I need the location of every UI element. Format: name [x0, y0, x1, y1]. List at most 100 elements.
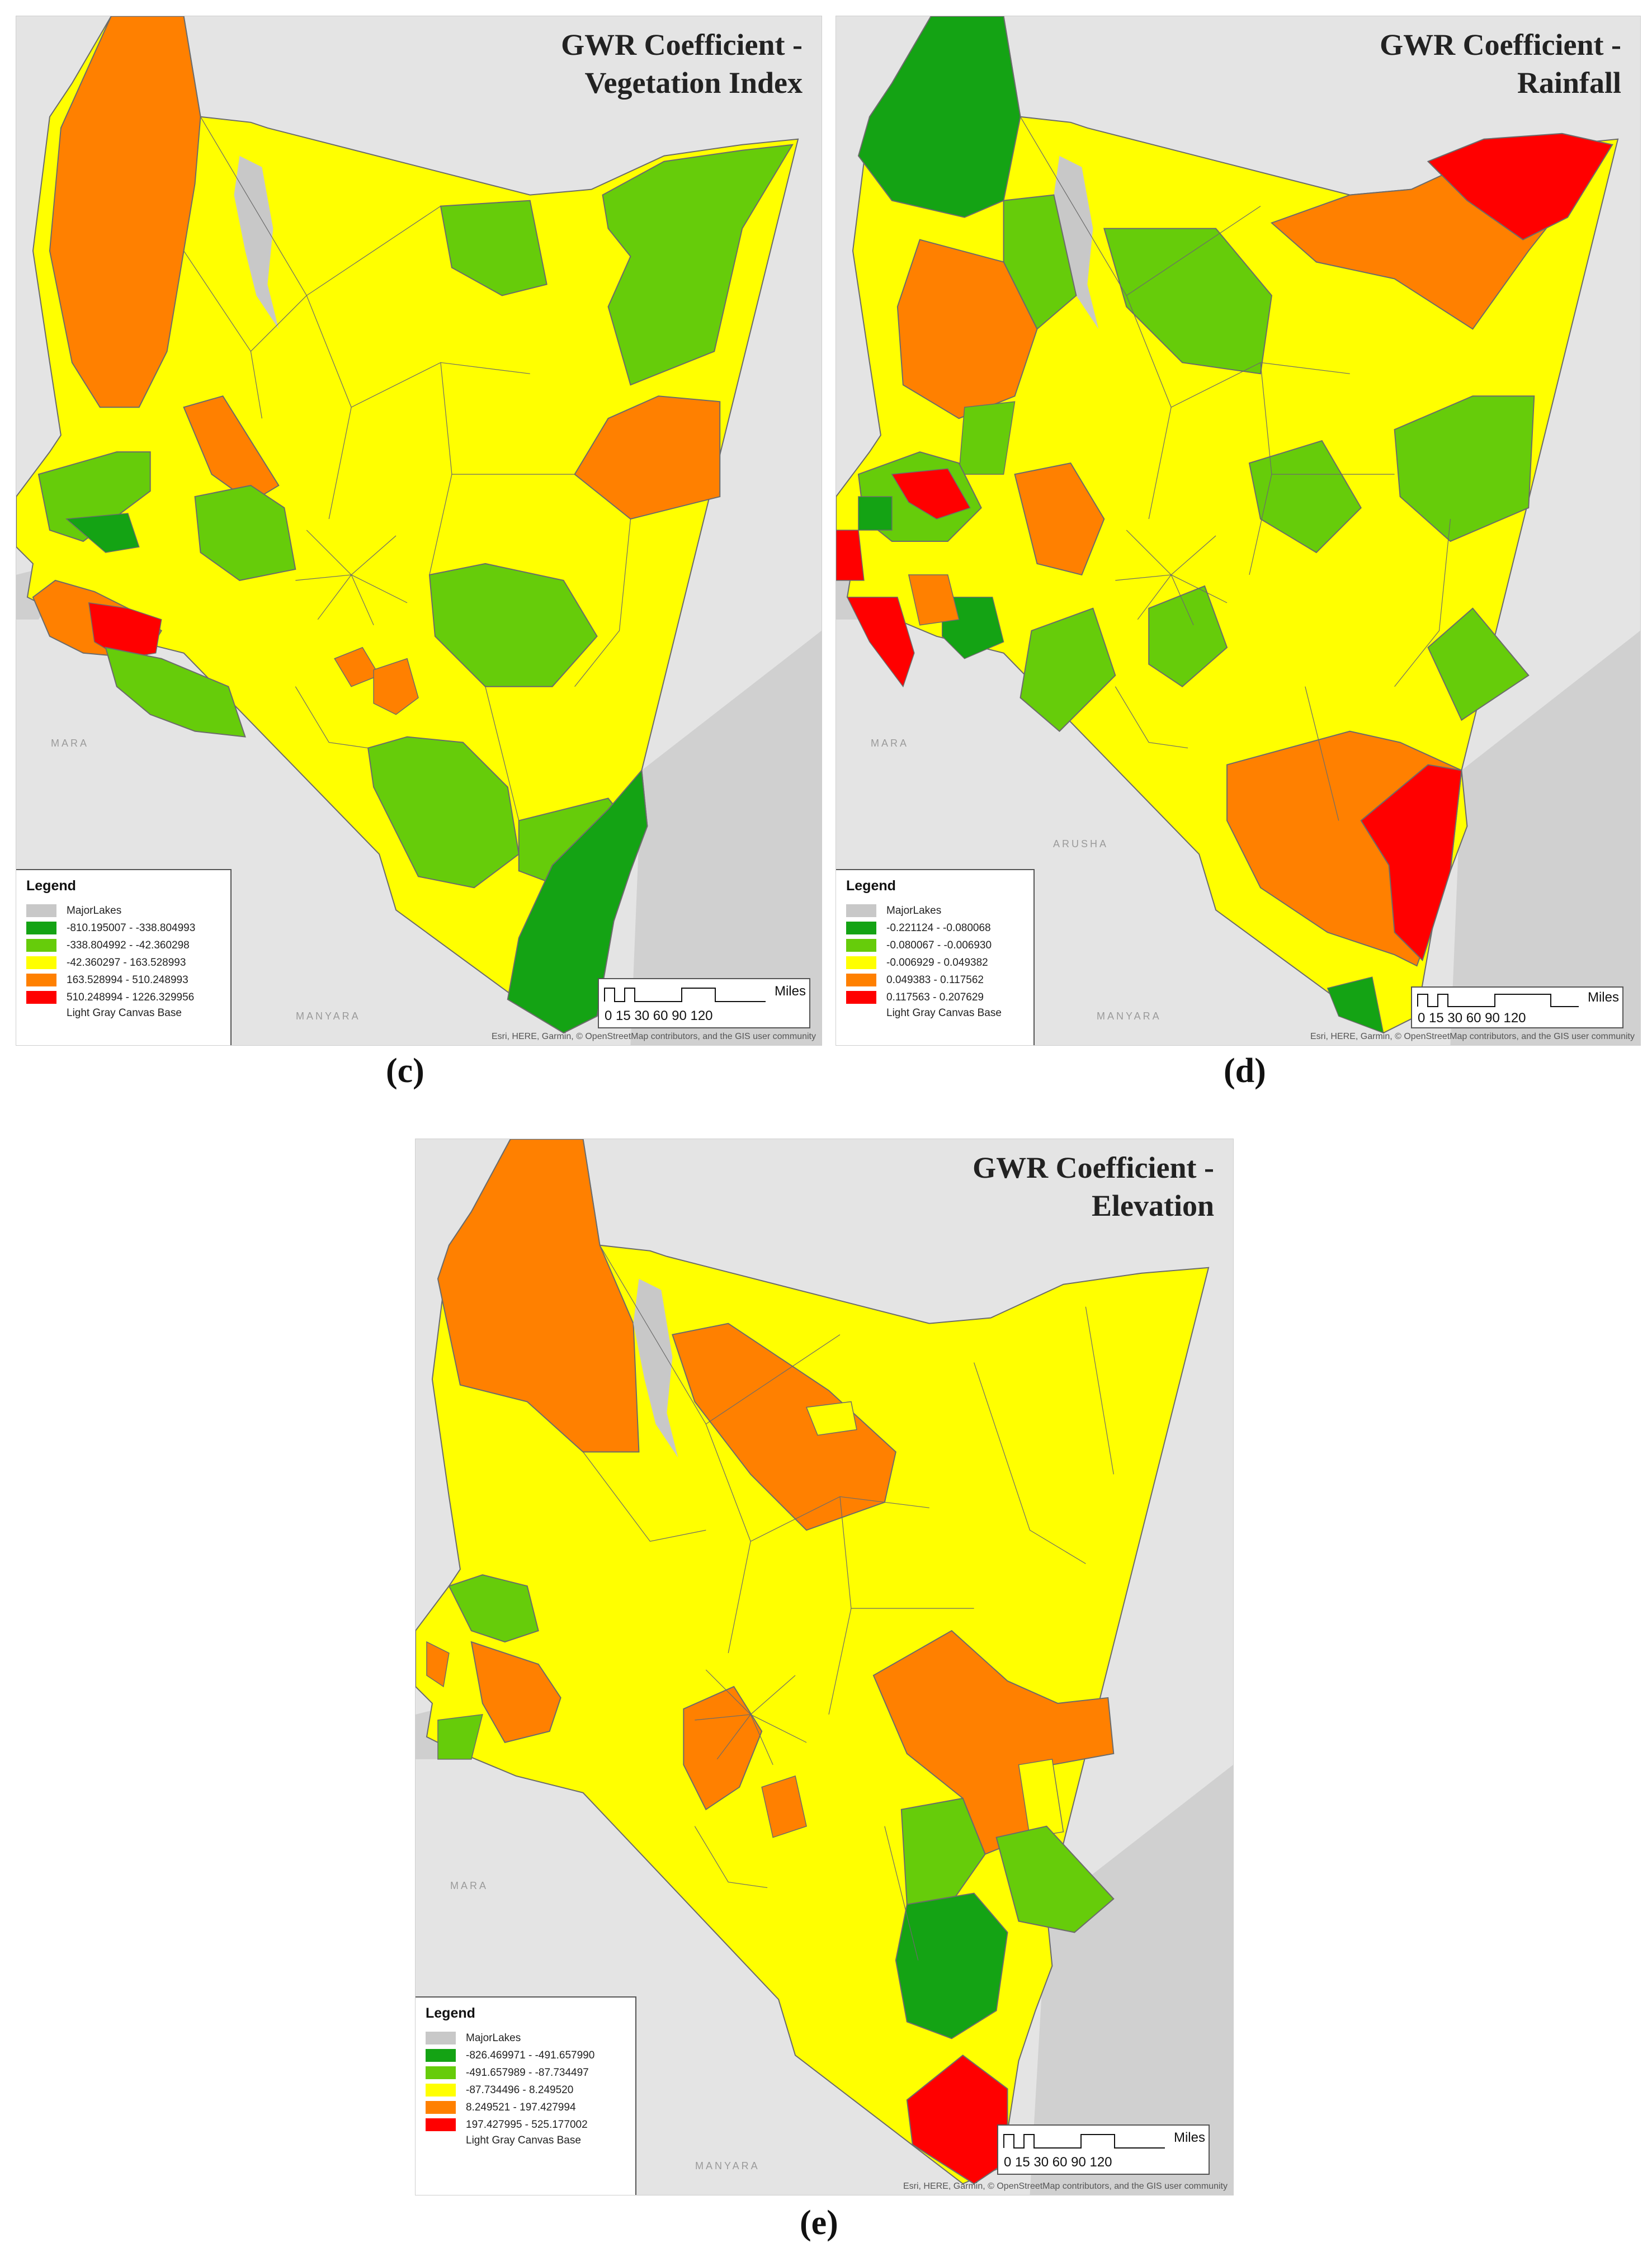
legend-swatch	[846, 956, 876, 969]
legend-label: -491.657989 - -87.734497	[466, 2066, 589, 2079]
map-panel-vegetation: MARA MANYARA GWR Coefficient - Vegetatio…	[16, 16, 822, 1046]
scale-units: Miles	[1173, 2130, 1205, 2145]
map-panel-rainfall: MARA ARUSHA MANYARA GWR Coefficient - Ra…	[836, 16, 1641, 1046]
panel-title-line2: Vegetation Index	[584, 65, 803, 100]
legend-swatch	[26, 956, 56, 969]
scale-ticks: 0 15 30 60 90 120	[605, 1008, 713, 1023]
legend: Legend MajorLakes -0.221124 - -0.080068 …	[836, 869, 1035, 1045]
legend-swatch	[426, 2084, 456, 2097]
basemap-label-mara: MARA	[450, 1880, 489, 1891]
legend-label: 0.117563 - 0.207629	[886, 991, 984, 1003]
basemap-label-mara: MARA	[51, 738, 89, 749]
panel-title-line2: Elevation	[1091, 1188, 1214, 1222]
scale-bar-graphic	[604, 988, 766, 1002]
legend-item: -0.221124 - -0.080068	[846, 919, 1023, 937]
legend-label: MajorLakes	[886, 904, 942, 917]
panel-title-line1: GWR Coefficient -	[973, 1151, 1214, 1184]
kenya-outline	[16, 16, 799, 1034]
scale-bar: Miles 0 15 30 60 90 120	[1411, 986, 1623, 1028]
legend-swatch	[26, 904, 56, 917]
legend-label: -42.360297 - 163.528993	[67, 956, 186, 969]
legend-item: -491.657989 - -87.734497	[426, 2064, 625, 2081]
legend-swatch	[846, 974, 876, 986]
legend-swatch	[846, 904, 876, 917]
legend-title: Legend	[26, 878, 76, 894]
panel-title: GWR Coefficient - Rainfall	[1380, 26, 1621, 102]
legend-label: 510.248994 - 1226.329956	[67, 991, 195, 1003]
legend: Legend MajorLakes -826.469971 - -491.657…	[416, 1996, 636, 2195]
legend-item: 510.248994 - 1226.329956	[26, 989, 220, 1006]
legend-label: -0.221124 - -0.080068	[886, 922, 991, 934]
basemap-label-mara: MARA	[871, 738, 909, 749]
scale-units: Miles	[774, 984, 806, 999]
legend-label: 8.249521 - 197.427994	[466, 2101, 576, 2113]
legend-label: -0.080067 - -0.006930	[886, 939, 992, 951]
legend-label: MajorLakes	[67, 904, 122, 917]
panel-title: GWR Coefficient - Elevation	[973, 1149, 1214, 1225]
legend-swatch	[426, 2032, 456, 2044]
panel-title-line2: Rainfall	[1517, 65, 1621, 100]
map-panel-elevation: MARA MANYARA GWR Coefficient - Elevation…	[415, 1139, 1234, 2195]
legend-item: -338.804992 - -42.360298	[26, 937, 220, 954]
legend-item-lakes: MajorLakes	[846, 902, 1023, 919]
legend-swatch	[846, 939, 876, 952]
legend-item: 8.249521 - 197.427994	[426, 2099, 625, 2116]
legend-label: -87.734496 - 8.249520	[466, 2084, 574, 2096]
basemap-label: Light Gray Canvas Base	[466, 2135, 581, 2146]
basemap-label-arusha: ARUSHA	[1053, 838, 1109, 849]
basemap-label: Light Gray Canvas Base	[886, 1007, 1002, 1019]
attribution: Esri, HERE, Garmin, © OpenStreetMap cont…	[903, 2182, 1228, 2191]
legend-label: 197.427995 - 525.177002	[466, 2118, 588, 2131]
scale-bar: Miles 0 15 30 60 90 120	[598, 978, 810, 1028]
legend-swatch	[426, 2066, 456, 2079]
legend-item: -87.734496 - 8.249520	[426, 2081, 625, 2099]
legend-item-lakes: MajorLakes	[26, 902, 220, 919]
attribution: Esri, HERE, Garmin, © OpenStreetMap cont…	[491, 1032, 816, 1041]
legend-title: Legend	[426, 2005, 475, 2021]
legend-item: 163.528994 - 510.248993	[26, 971, 220, 989]
panel-label-d: (d)	[1224, 1052, 1266, 1090]
scale-bar-graphic	[1003, 2134, 1165, 2149]
kenya-map-rainfall	[836, 16, 1640, 1045]
legend-swatch	[426, 2118, 456, 2131]
scale-ticks: 0 15 30 60 90 120	[1418, 1011, 1526, 1026]
legend-swatch	[26, 991, 56, 1004]
legend-swatch	[426, 2101, 456, 2114]
legend-swatch	[26, 939, 56, 952]
legend-item: -826.469971 - -491.657990	[426, 2047, 625, 2064]
basemap-label-manyara: MANYARA	[296, 1011, 361, 1022]
panel-title: GWR Coefficient - Vegetation Index	[561, 26, 803, 102]
legend-swatch	[26, 974, 56, 986]
legend-label: 163.528994 - 510.248993	[67, 974, 188, 986]
scale-bar: Miles 0 15 30 60 90 120	[997, 2124, 1210, 2175]
panel-label-e: (e)	[800, 2204, 838, 2242]
panel-title-line1: GWR Coefficient -	[561, 28, 803, 62]
scale-units: Miles	[1587, 990, 1619, 1005]
attribution: Esri, HERE, Garmin, © OpenStreetMap cont…	[1310, 1032, 1635, 1041]
legend-item: 0.049383 - 0.117562	[846, 971, 1023, 989]
legend-swatch	[426, 2049, 456, 2062]
legend-item: -0.006929 - 0.049382	[846, 954, 1023, 971]
legend-label: 0.049383 - 0.117562	[886, 974, 984, 986]
legend-title: Legend	[846, 878, 896, 894]
legend-swatch	[846, 922, 876, 934]
legend-item: -42.360297 - 163.528993	[26, 954, 220, 971]
legend-label: -826.469971 - -491.657990	[466, 2049, 595, 2061]
legend-item: -810.195007 - -338.804993	[26, 919, 220, 937]
legend-label: -0.006929 - 0.049382	[886, 956, 988, 969]
legend-item: 0.117563 - 0.207629	[846, 989, 1023, 1006]
legend-swatch	[26, 922, 56, 934]
basemap-label: Light Gray Canvas Base	[67, 1007, 182, 1019]
legend: Legend MajorLakes -810.195007 - -338.804…	[16, 869, 232, 1045]
legend-swatch	[846, 991, 876, 1004]
panel-label-c: (c)	[386, 1052, 424, 1090]
scale-bar-graphic	[1417, 994, 1579, 1007]
legend-label: MajorLakes	[466, 2032, 521, 2044]
legend-item-lakes: MajorLakes	[426, 2029, 625, 2047]
legend-label: -338.804992 - -42.360298	[67, 939, 190, 951]
basemap-label-manyara: MANYARA	[695, 2160, 760, 2171]
scale-ticks: 0 15 30 60 90 120	[1004, 2155, 1112, 2170]
basemap-label-manyara: MANYARA	[1097, 1011, 1162, 1022]
legend-label: -810.195007 - -338.804993	[67, 922, 196, 934]
legend-item: -0.080067 - -0.006930	[846, 937, 1023, 954]
